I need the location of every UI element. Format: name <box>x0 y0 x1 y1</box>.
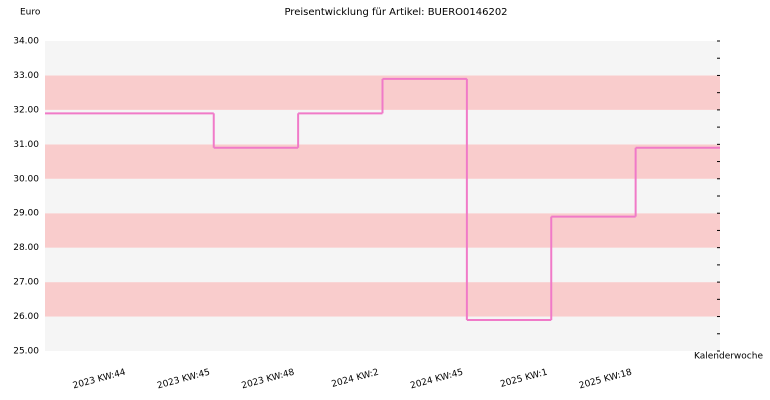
grid-band <box>45 144 720 179</box>
grid-band <box>45 247 720 283</box>
x-tick-label: 2023 KW:45 <box>156 368 211 392</box>
grid-band <box>45 41 720 76</box>
y-tick-label: 30.00 <box>13 174 39 184</box>
y-tick-label: 28.00 <box>13 243 39 253</box>
x-tick-label: 2024 KW:45 <box>409 368 464 392</box>
y-tick-label: 31.00 <box>13 140 39 150</box>
y-tick-label: 29.00 <box>13 209 39 219</box>
grid-band <box>45 178 720 214</box>
y-tick-label: 34.00 <box>13 37 39 47</box>
grid-band <box>45 109 720 145</box>
grid-band <box>45 213 720 248</box>
y-axis-label: Euro <box>20 8 41 18</box>
y-tick-label: 33.00 <box>13 71 39 81</box>
x-tick-label: 2024 KW:2 <box>331 368 380 390</box>
y-tick-label: 26.00 <box>13 312 39 322</box>
x-tick-label: 2023 KW:48 <box>241 368 296 392</box>
grid-band <box>45 316 720 351</box>
x-tick-label: 2025 KW:1 <box>499 368 548 390</box>
y-tick-label: 27.00 <box>13 278 39 288</box>
x-tick-label: 2025 KW:18 <box>578 368 633 392</box>
grid-band <box>45 282 720 317</box>
x-tick-label: 2023 KW:44 <box>72 368 127 392</box>
y-tick-label: 25.00 <box>13 347 39 357</box>
y-tick-label: 32.00 <box>13 105 39 115</box>
x-axis-label: Kalenderwoche <box>694 352 763 362</box>
chart-title: Preisentwicklung für Artikel: BUERO01462… <box>284 7 507 18</box>
